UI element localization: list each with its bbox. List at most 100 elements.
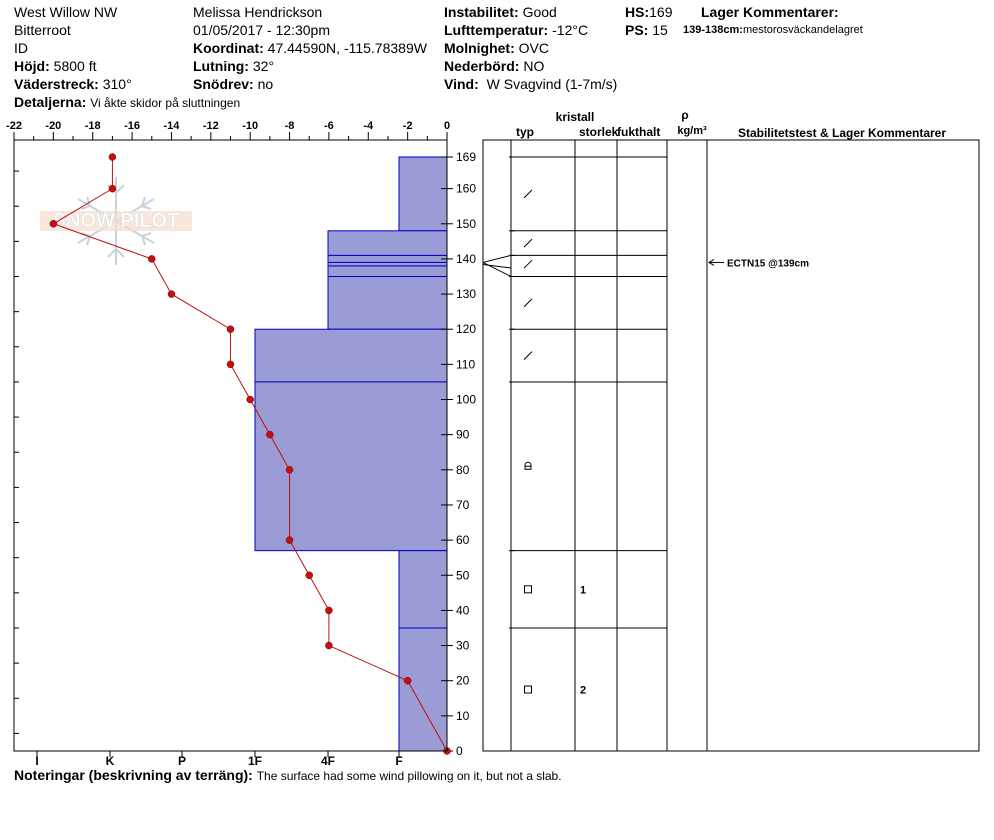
hardness-tick-label: K <box>106 754 115 768</box>
layer-comments-label: Lager Kommentarer: <box>701 4 839 20</box>
snowpilot-watermark: SNOW PILOT <box>40 177 192 265</box>
temp-tick-label: -6 <box>324 120 334 132</box>
penetration-value: 15 <box>652 22 668 38</box>
penetration-label: PS: <box>625 22 649 38</box>
temp-tick-label: -22 <box>6 120 22 132</box>
temp-tick-label: -16 <box>124 120 140 132</box>
depth-tick-label: 130 <box>456 287 476 301</box>
hardness-tick-label: I <box>35 754 38 768</box>
wind: Vind: W Svagvind (1-7m/s) <box>444 76 617 92</box>
layer-comment-text: mestorosväckandelagret <box>742 24 863 36</box>
precipitation: Nederbörd: NO <box>444 58 544 74</box>
temp-tick-label: -8 <box>285 120 295 132</box>
grain-precipitation-particles-icon <box>523 189 533 199</box>
depth-tick-label: 169 <box>456 150 476 164</box>
hardness-tick-label: 4F <box>321 754 335 768</box>
stability-header: Stabilitetstest & Lager Kommentarer <box>738 126 946 140</box>
depth-tick-label: 20 <box>456 674 470 688</box>
hardness-bar <box>398 550 448 629</box>
watermark-banner <box>40 211 192 231</box>
temp-tick-label: -10 <box>242 120 258 132</box>
terrain-notes: Noteringar (beskrivning av terräng): The… <box>14 767 562 783</box>
snow-height: HS:169 <box>625 4 672 20</box>
hardness-bar <box>327 276 448 330</box>
watermark-text: SNOW PILOT <box>53 210 180 232</box>
hardness-bar <box>327 254 448 263</box>
temperature-point <box>108 184 117 193</box>
id-label: ID <box>14 40 28 56</box>
grain-faceted-crystals-icon <box>524 685 532 694</box>
grain-precipitation-particles-icon <box>523 298 533 308</box>
snowflake-icon <box>77 177 155 265</box>
size-header: storlek <box>579 125 619 139</box>
observer-name: Melissa Hendrickson <box>193 4 323 20</box>
temperature-point <box>325 641 333 650</box>
details-value: Vi åkte skidor på sluttningen <box>90 96 241 110</box>
thin-layer-connector <box>482 263 512 269</box>
temperature-point <box>305 571 313 580</box>
grain-size-value: 2 <box>580 684 586 696</box>
temperature-point <box>325 606 333 615</box>
temperature-plot-frame <box>13 139 448 752</box>
temperature-point <box>148 255 156 263</box>
type-header: typ <box>516 125 534 139</box>
depth-tick-label: 160 <box>456 182 476 196</box>
aspect-value: 310° <box>102 76 132 92</box>
layer-table-frame <box>482 139 980 752</box>
hardness-bar <box>398 156 448 232</box>
air-temperature-label: Lufttemperatur: <box>444 22 549 38</box>
hardness-bar <box>327 261 448 267</box>
terrain-notes-label: Noteringar (beskrivning av terräng): <box>14 767 253 783</box>
temperature-point <box>226 325 235 333</box>
temp-tick-label: 0 <box>444 120 450 132</box>
hardness-bar <box>398 627 448 752</box>
temp-tick-label: -4 <box>363 120 374 132</box>
slope: Lutning: 32° <box>193 58 274 74</box>
hardness-bar <box>254 381 448 552</box>
hardness-bar <box>327 230 448 256</box>
thin-layer-connector <box>482 254 512 263</box>
hardness-tick-label: P <box>178 754 186 768</box>
layer-comment: 139-138cm:mestorosväckandelagret <box>683 24 863 37</box>
temperature-point <box>246 395 254 404</box>
temp-tick-label: -2 <box>403 120 413 132</box>
snowdrift: Snödrev: no <box>193 76 273 92</box>
hardness-tick-label: F <box>395 754 402 768</box>
grain-precipitation-particles-icon <box>523 351 533 360</box>
wind-value: W Svagvind (1-7m/s) <box>486 76 618 92</box>
depth-tick-label: 120 <box>456 322 476 336</box>
grain-rounded-facets-icon <box>524 461 532 470</box>
temperature-point <box>285 536 294 544</box>
slope-value: 32° <box>252 58 275 74</box>
temperature-profile-line <box>52 157 448 752</box>
grain-faceted-crystals-icon <box>524 585 532 594</box>
precipitation-value: NO <box>523 58 545 74</box>
elevation-value: 5800 ft <box>53 58 97 74</box>
crystal-header: kristall <box>556 110 595 124</box>
precipitation-label: Nederbörd: <box>444 58 520 74</box>
details-label: Detaljerna: <box>14 94 87 110</box>
hardness-tick-label: 1F <box>248 754 262 768</box>
air-temperature: Lufttemperatur: -12°C <box>444 22 588 38</box>
aspect-label: Väderstreck: <box>14 76 99 92</box>
grain-size-value: 1 <box>580 584 586 596</box>
location-name: West Willow NW <box>14 4 118 20</box>
temperature-point <box>403 676 412 685</box>
snow-height-value: 169 <box>649 4 673 20</box>
coordinates-value: 47.44590N, -115.78389W <box>267 40 427 56</box>
moisture-header: fukthalt <box>617 125 660 139</box>
cloud-cover-label: Molnighet: <box>444 40 515 56</box>
depth-tick-label: 40 <box>456 603 470 617</box>
depth-tick-label: 150 <box>456 217 476 231</box>
air-temperature-value: -12°C <box>552 22 589 38</box>
slope-label: Lutning: <box>193 58 249 74</box>
temperature-point <box>285 466 294 474</box>
grain-precipitation-particles-icon <box>523 259 533 269</box>
stability-label: Instabilitet: <box>444 4 519 20</box>
depth-tick-label: 70 <box>456 498 470 512</box>
temperature-point <box>49 220 58 228</box>
snowdrift-value: no <box>257 76 274 92</box>
grain-precipitation-particles-icon <box>523 238 533 248</box>
temperature-point <box>167 290 176 298</box>
